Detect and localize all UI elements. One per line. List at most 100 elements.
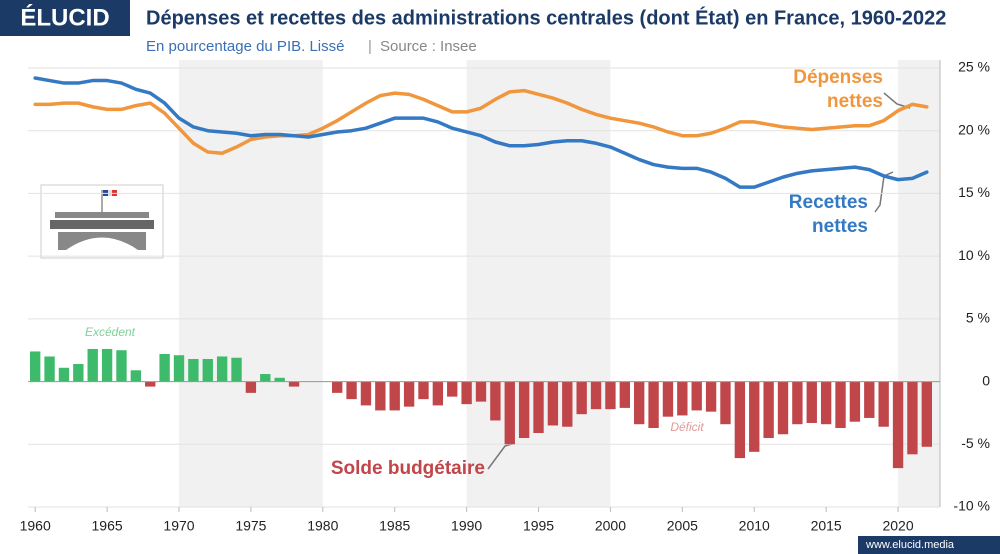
x-tick-label: 1985	[379, 518, 410, 534]
leader	[874, 171, 894, 213]
bar	[44, 356, 55, 382]
y-tick-label: 0	[982, 372, 990, 388]
line	[33, 88, 929, 156]
bar	[475, 381, 487, 402]
bar	[849, 381, 861, 422]
bar	[216, 356, 228, 382]
bar	[490, 381, 501, 421]
bar	[173, 355, 185, 382]
y-tick-label: -10 %	[953, 498, 990, 514]
bar	[749, 381, 760, 452]
bar	[58, 367, 70, 382]
bar	[73, 364, 84, 382]
x-tick-label: 2015	[811, 518, 842, 534]
bar	[389, 381, 400, 411]
bar	[878, 381, 889, 427]
x-tick-label: 1980	[307, 518, 338, 534]
bar	[691, 381, 702, 411]
bar	[346, 381, 357, 400]
y-tick-label: 10 %	[958, 247, 990, 263]
series-label: Recettes nettes	[788, 192, 868, 237]
footer-box	[858, 536, 1000, 554]
bar	[547, 381, 559, 426]
separator: |	[368, 38, 372, 55]
band	[466, 60, 611, 507]
bar	[418, 381, 429, 400]
band	[898, 60, 940, 507]
x-tick-label: 1970	[163, 518, 194, 534]
bar	[562, 381, 573, 427]
bar	[619, 381, 630, 408]
bar	[447, 381, 458, 397]
bar	[576, 381, 587, 415]
bar	[921, 381, 932, 447]
bar	[116, 350, 127, 382]
bar	[432, 381, 444, 406]
y-tick-label: 15 %	[958, 184, 990, 200]
bar	[360, 381, 372, 406]
bar	[662, 381, 674, 417]
brand: ÉLUCID	[20, 3, 109, 31]
bar	[202, 358, 213, 382]
bar	[734, 381, 746, 459]
bar	[634, 381, 645, 425]
x-tick-label: 2010	[739, 518, 770, 534]
y-tick-label: 5 %	[966, 310, 990, 326]
bar	[806, 381, 817, 423]
bar	[274, 377, 285, 382]
y-tick-label: 25 %	[958, 59, 990, 75]
bar	[375, 381, 386, 411]
bar	[705, 381, 717, 412]
bar	[892, 381, 904, 469]
bar	[518, 381, 530, 439]
bar	[159, 353, 170, 382]
bar	[288, 381, 300, 387]
bar	[101, 348, 113, 382]
x-tick-label: 1975	[235, 518, 266, 534]
bar	[87, 348, 98, 382]
bar	[461, 381, 472, 405]
x-tick-label: 1965	[92, 518, 123, 534]
bar	[820, 381, 832, 425]
bar	[145, 381, 156, 387]
bar	[864, 381, 875, 418]
bar	[260, 374, 271, 382]
y-tick-label: -5 %	[961, 435, 990, 451]
annotation: Excédent	[85, 325, 136, 339]
x-tick-label: 2005	[667, 518, 698, 534]
bar	[130, 370, 142, 382]
bar	[533, 381, 544, 433]
line	[33, 76, 929, 189]
bar	[720, 381, 731, 425]
x-tick-label: 2020	[882, 518, 913, 534]
bar	[835, 381, 846, 428]
series-label: Dépenses nettes	[793, 67, 883, 112]
annotation: Déficit	[670, 420, 704, 434]
bar	[648, 381, 659, 428]
bar	[792, 381, 803, 425]
bar	[777, 381, 789, 435]
source: Source : Insee	[380, 38, 477, 55]
y-tick-label: 20 %	[958, 121, 990, 137]
bar	[907, 381, 918, 455]
x-tick-label: 2000	[595, 518, 626, 534]
bar	[245, 381, 257, 393]
x-tick-label: 1990	[451, 518, 482, 534]
building-icon	[40, 184, 164, 259]
bar	[605, 381, 616, 410]
bar	[590, 381, 602, 410]
brand-box	[0, 0, 130, 36]
bar	[188, 358, 199, 382]
bar	[332, 381, 343, 393]
bar	[231, 357, 242, 382]
bar	[677, 381, 688, 416]
subtitle: En pourcentage du PIB. Lissé	[146, 38, 344, 55]
bar	[403, 381, 415, 407]
bar	[504, 381, 515, 445]
x-tick-label: 1960	[20, 518, 51, 534]
x-tick-label: 1995	[523, 518, 554, 534]
series-label: Solde budgétaire	[330, 458, 485, 479]
chart-title: Dépenses et recettes des administrations…	[146, 6, 946, 29]
